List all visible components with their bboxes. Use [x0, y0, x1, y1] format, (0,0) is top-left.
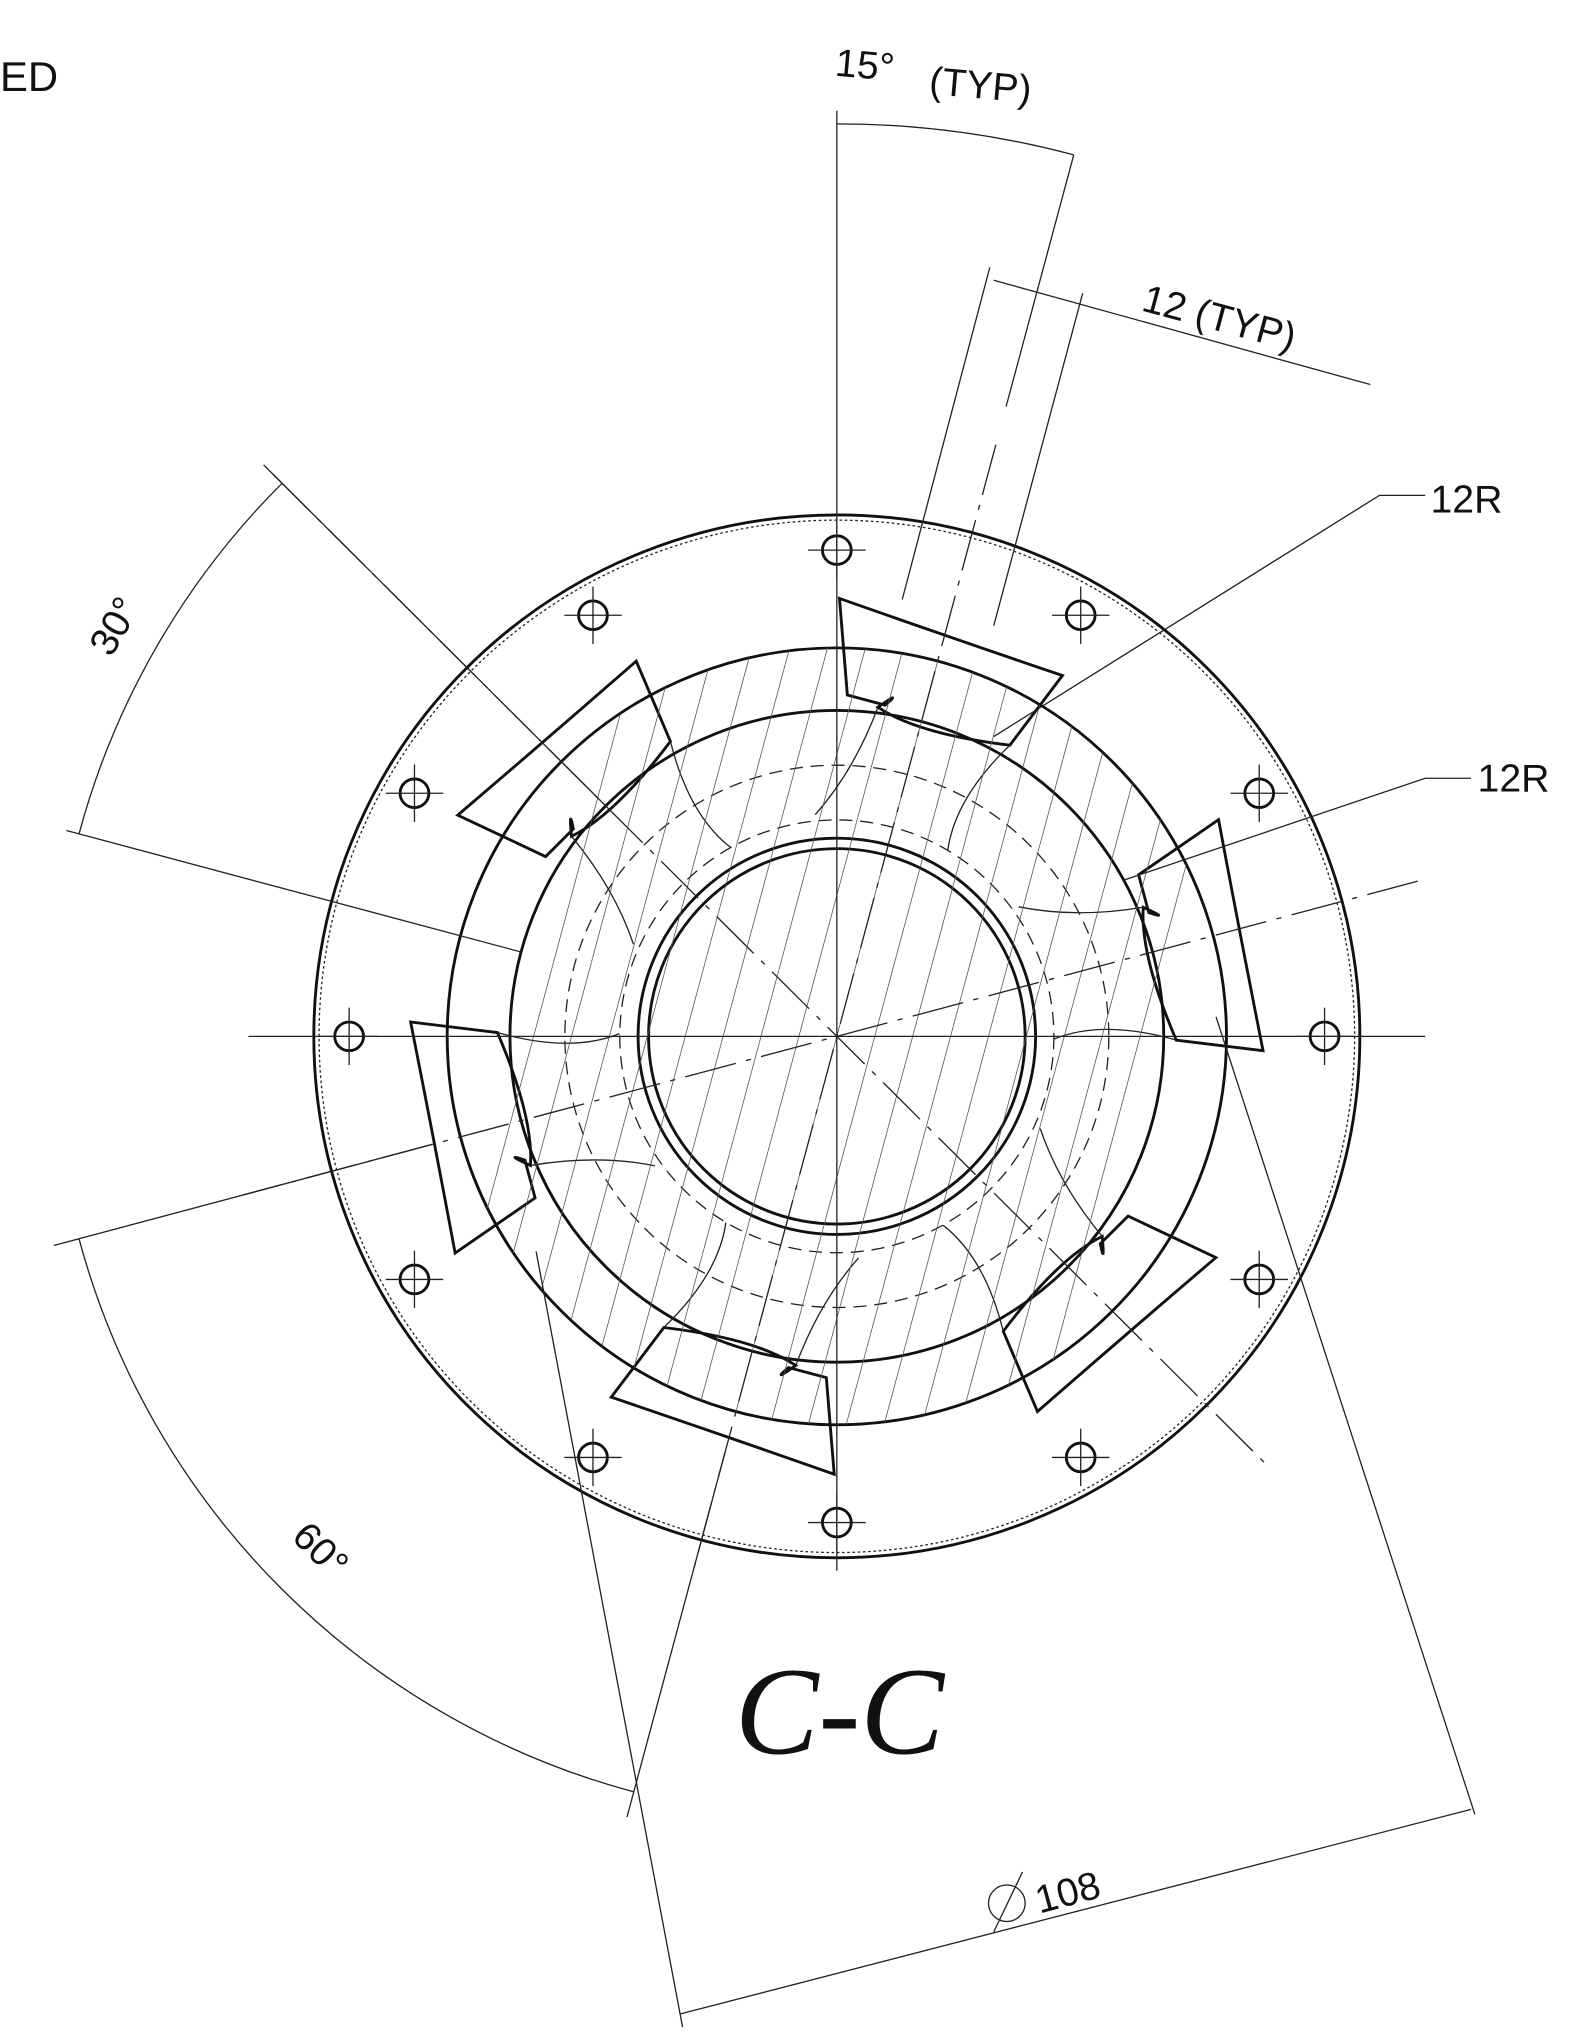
extension-line: [264, 465, 606, 806]
extension-line: [1006, 155, 1074, 407]
hatch-line: [846, 705, 1040, 1425]
hatch-line: [667, 649, 865, 1386]
hatch-line: [571, 658, 749, 1320]
angle-label: 60°: [284, 1514, 356, 1586]
drawing: ED 15° (TYP) 12 (TYP) 12R 12R 30° 60° C-…: [0, 0, 1590, 2044]
vane: [1118, 820, 1279, 1073]
diameter-symbol: [994, 1872, 1023, 1932]
section-label: C-C: [735, 1642, 946, 1781]
leader: [1125, 778, 1472, 880]
extension-line: [902, 267, 990, 599]
vane-arm: [548, 740, 753, 945]
hatch-line: [1053, 864, 1186, 1359]
angle-note: (TYP): [928, 60, 1034, 112]
vane: [394, 1000, 555, 1253]
dimension-arc: [837, 124, 1074, 155]
hatch-line: [634, 648, 828, 1368]
angle-label: 30°: [82, 590, 149, 663]
vane-arm: [1019, 876, 1179, 1071]
hatch-line: [966, 783, 1133, 1403]
vane-arm: [663, 1214, 858, 1374]
header-text: ED: [0, 53, 58, 100]
width-label: 12 (TYP): [1138, 277, 1301, 359]
hatch-line: [809, 687, 1007, 1424]
hatch-line: [885, 726, 1072, 1421]
extension-line: [54, 1144, 433, 1245]
hatch-line: [513, 688, 665, 1253]
page: {"header": "ED", "dimensions": {"angle_t…: [0, 0, 1590, 2044]
hatch-line: [602, 651, 789, 1346]
leader: [994, 495, 1425, 736]
extension-line: [536, 1251, 682, 2027]
hatch-line: [487, 713, 620, 1208]
vane-arm: [495, 1002, 655, 1197]
dimension-arc: [79, 1239, 634, 1792]
vane: [813, 598, 1067, 759]
hatch-line: [541, 670, 708, 1290]
angle-label: 15°: [833, 42, 896, 90]
extension-line: [994, 293, 1083, 625]
extension-line: [66, 831, 521, 952]
radius-label: 12R: [1478, 757, 1550, 800]
extension-line: [627, 1452, 725, 1817]
vane-arm: [815, 699, 1010, 859]
radius-label: 12R: [1430, 478, 1502, 521]
vane: [607, 1313, 861, 1474]
vane-arm: [920, 1129, 1125, 1334]
hatch-line: [925, 752, 1103, 1414]
dimension-line: [680, 1809, 1471, 2014]
hatch-line: [1008, 820, 1160, 1385]
extension-line: [1216, 1017, 1475, 1815]
